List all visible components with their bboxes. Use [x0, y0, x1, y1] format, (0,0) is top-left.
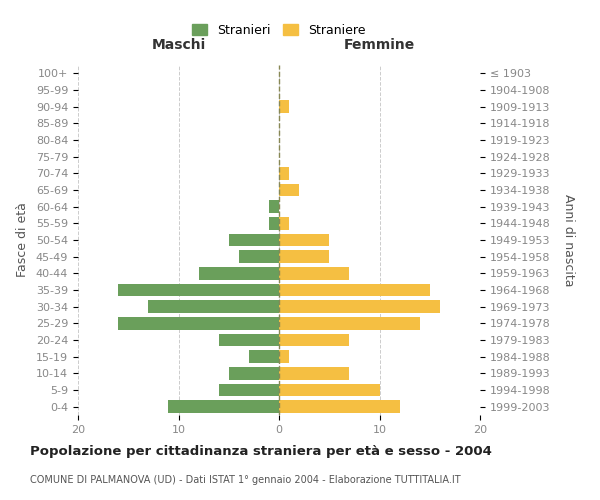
Bar [279, 334, 349, 346]
Y-axis label: Fasce di età: Fasce di età [16, 202, 29, 278]
Bar [199, 267, 279, 280]
Bar [148, 300, 279, 313]
Bar [279, 234, 329, 246]
Legend: Stranieri, Straniere: Stranieri, Straniere [187, 19, 371, 42]
Text: Femmine: Femmine [344, 38, 415, 52]
Text: Popolazione per cittadinanza straniera per età e sesso - 2004: Popolazione per cittadinanza straniera p… [30, 445, 492, 458]
Bar [239, 250, 279, 263]
Bar [279, 367, 349, 380]
Bar [279, 250, 329, 263]
Bar [279, 167, 289, 179]
Text: Maschi: Maschi [151, 38, 206, 52]
Bar [279, 284, 430, 296]
Bar [279, 300, 440, 313]
Bar [218, 334, 279, 346]
Bar [169, 400, 279, 413]
Bar [279, 400, 400, 413]
Bar [249, 350, 279, 363]
Bar [229, 367, 279, 380]
Bar [279, 184, 299, 196]
Bar [279, 384, 380, 396]
Bar [118, 284, 279, 296]
Bar [118, 317, 279, 330]
Bar [218, 384, 279, 396]
Bar [279, 350, 289, 363]
Bar [279, 217, 289, 230]
Y-axis label: Anni di nascita: Anni di nascita [562, 194, 575, 286]
Bar [229, 234, 279, 246]
Bar [279, 100, 289, 113]
Bar [279, 267, 349, 280]
Text: COMUNE DI PALMANOVA (UD) - Dati ISTAT 1° gennaio 2004 - Elaborazione TUTTITALIA.: COMUNE DI PALMANOVA (UD) - Dati ISTAT 1°… [30, 475, 461, 485]
Bar [279, 317, 420, 330]
Bar [269, 217, 279, 230]
Bar [269, 200, 279, 213]
